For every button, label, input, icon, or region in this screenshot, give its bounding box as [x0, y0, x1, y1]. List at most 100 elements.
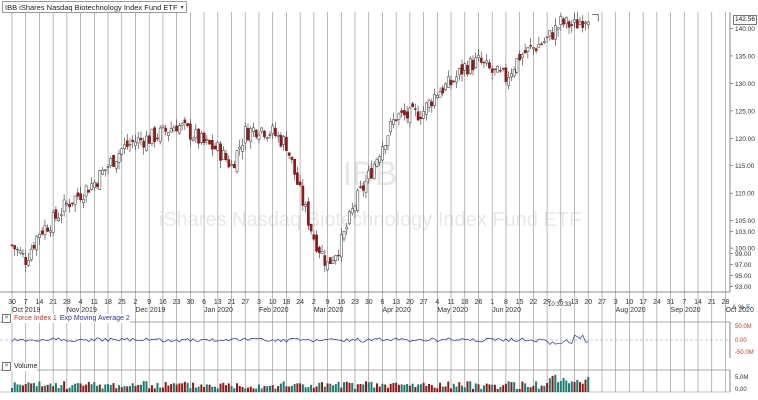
- candles: [10, 11, 590, 273]
- volume-bar: [279, 383, 282, 392]
- candle-body: [224, 153, 228, 161]
- candle-body: [345, 226, 349, 230]
- volume-bar: [76, 383, 79, 392]
- auto-scale-icon[interactable]: A: [732, 304, 737, 311]
- candle-body: [381, 146, 384, 161]
- candle-body: [191, 138, 195, 141]
- volume-bar: [529, 387, 532, 392]
- price-tick-label: 99.00: [735, 251, 752, 258]
- ema-label[interactable]: Exp Moving Average 2: [59, 315, 130, 322]
- day-tick-label: 7: [24, 299, 28, 306]
- close-icon[interactable]: ×: [2, 362, 11, 371]
- fit-scale-icon[interactable]: F: [746, 304, 751, 311]
- volume-bar: [137, 385, 140, 392]
- volume-label[interactable]: Volume: [14, 363, 38, 370]
- volume-bar: [548, 378, 551, 392]
- candle-body: [117, 153, 121, 163]
- force-index-label[interactable]: Force Index 1: [14, 315, 57, 322]
- chevron-down-icon[interactable]: ▾: [180, 4, 184, 11]
- candle-body: [405, 111, 409, 119]
- volume-bar: [384, 384, 387, 392]
- candle-body: [38, 233, 41, 238]
- candle-body: [584, 21, 587, 24]
- day-tick-label: 14: [36, 299, 44, 306]
- volume-bar: [359, 383, 362, 392]
- candle-body: [331, 260, 335, 264]
- candle-body: [101, 169, 104, 175]
- candle-body: [424, 102, 428, 115]
- volume-bar: [238, 385, 241, 392]
- candle-body: [364, 180, 368, 193]
- volume-bar: [71, 385, 74, 392]
- volume-bar: [343, 382, 346, 392]
- candle-body: [460, 64, 464, 75]
- candle-body: [194, 129, 198, 139]
- candle-body: [232, 164, 236, 169]
- day-tick-label: 30: [186, 299, 194, 306]
- close-icon[interactable]: ×: [2, 314, 11, 323]
- volume-bar: [557, 382, 560, 392]
- symbol-selector[interactable]: IBB iShares Nasdaq Biotechnology Index F…: [2, 1, 187, 13]
- volume-bar: [268, 385, 271, 392]
- candle-body: [427, 99, 431, 108]
- candle-body: [323, 255, 327, 266]
- candle-body: [444, 83, 447, 91]
- candle-body: [526, 47, 530, 52]
- percent-scale-icon[interactable]: %: [738, 304, 745, 311]
- volume-bar: [49, 383, 52, 392]
- volume-bar: [562, 378, 565, 392]
- candle-body: [147, 135, 151, 144]
- candle-body: [326, 261, 329, 271]
- candle-body: [312, 234, 316, 240]
- candle-body: [559, 16, 563, 25]
- month-label: Aug 2020: [616, 307, 646, 314]
- candle-body: [227, 159, 231, 168]
- candle-body: [523, 50, 527, 54]
- candle-body: [430, 101, 434, 107]
- candle-body: [71, 202, 74, 205]
- candle-body: [128, 144, 132, 146]
- volume-bar: [79, 383, 82, 392]
- volume-bar: [491, 384, 494, 392]
- candle-body: [178, 125, 181, 134]
- volume-pane-header: × Volume: [2, 362, 38, 371]
- volume-bar: [570, 381, 573, 392]
- day-tick-label: 27: [420, 299, 428, 306]
- day-tick-label: 28: [63, 299, 71, 306]
- day-tick-label: 16: [337, 299, 345, 306]
- day-tick-label: 20: [406, 299, 414, 306]
- candle-body: [290, 156, 294, 160]
- volume-bar: [90, 384, 93, 392]
- volume-bar: [266, 386, 269, 392]
- candle-body: [62, 199, 66, 212]
- volume-bar: [167, 385, 170, 392]
- volume-bar: [101, 388, 104, 392]
- candle-body: [208, 139, 211, 145]
- day-tick-label: 10: [269, 299, 277, 306]
- volume-bar: [351, 383, 354, 392]
- volume-bar: [587, 376, 590, 392]
- volume-bar: [307, 387, 310, 392]
- volume-bar: [485, 383, 488, 392]
- volume-bar: [153, 388, 156, 392]
- candle-body: [493, 68, 497, 70]
- candle-body: [298, 181, 302, 186]
- volume-bar: [315, 386, 318, 392]
- volume-bar: [208, 384, 211, 392]
- day-tick-label: 13: [214, 299, 222, 306]
- volume-bar: [96, 385, 99, 392]
- day-tick-label: 27: [241, 299, 249, 306]
- volume-bar: [310, 384, 313, 392]
- volume-bar: [573, 381, 576, 392]
- candle-body: [210, 140, 214, 150]
- volume-bar: [515, 388, 518, 392]
- volume-bar: [576, 379, 579, 392]
- price-tick-label: 115.00: [735, 163, 755, 170]
- candle-body: [241, 144, 244, 152]
- candle-body: [534, 48, 538, 52]
- volume-bar: [145, 381, 148, 392]
